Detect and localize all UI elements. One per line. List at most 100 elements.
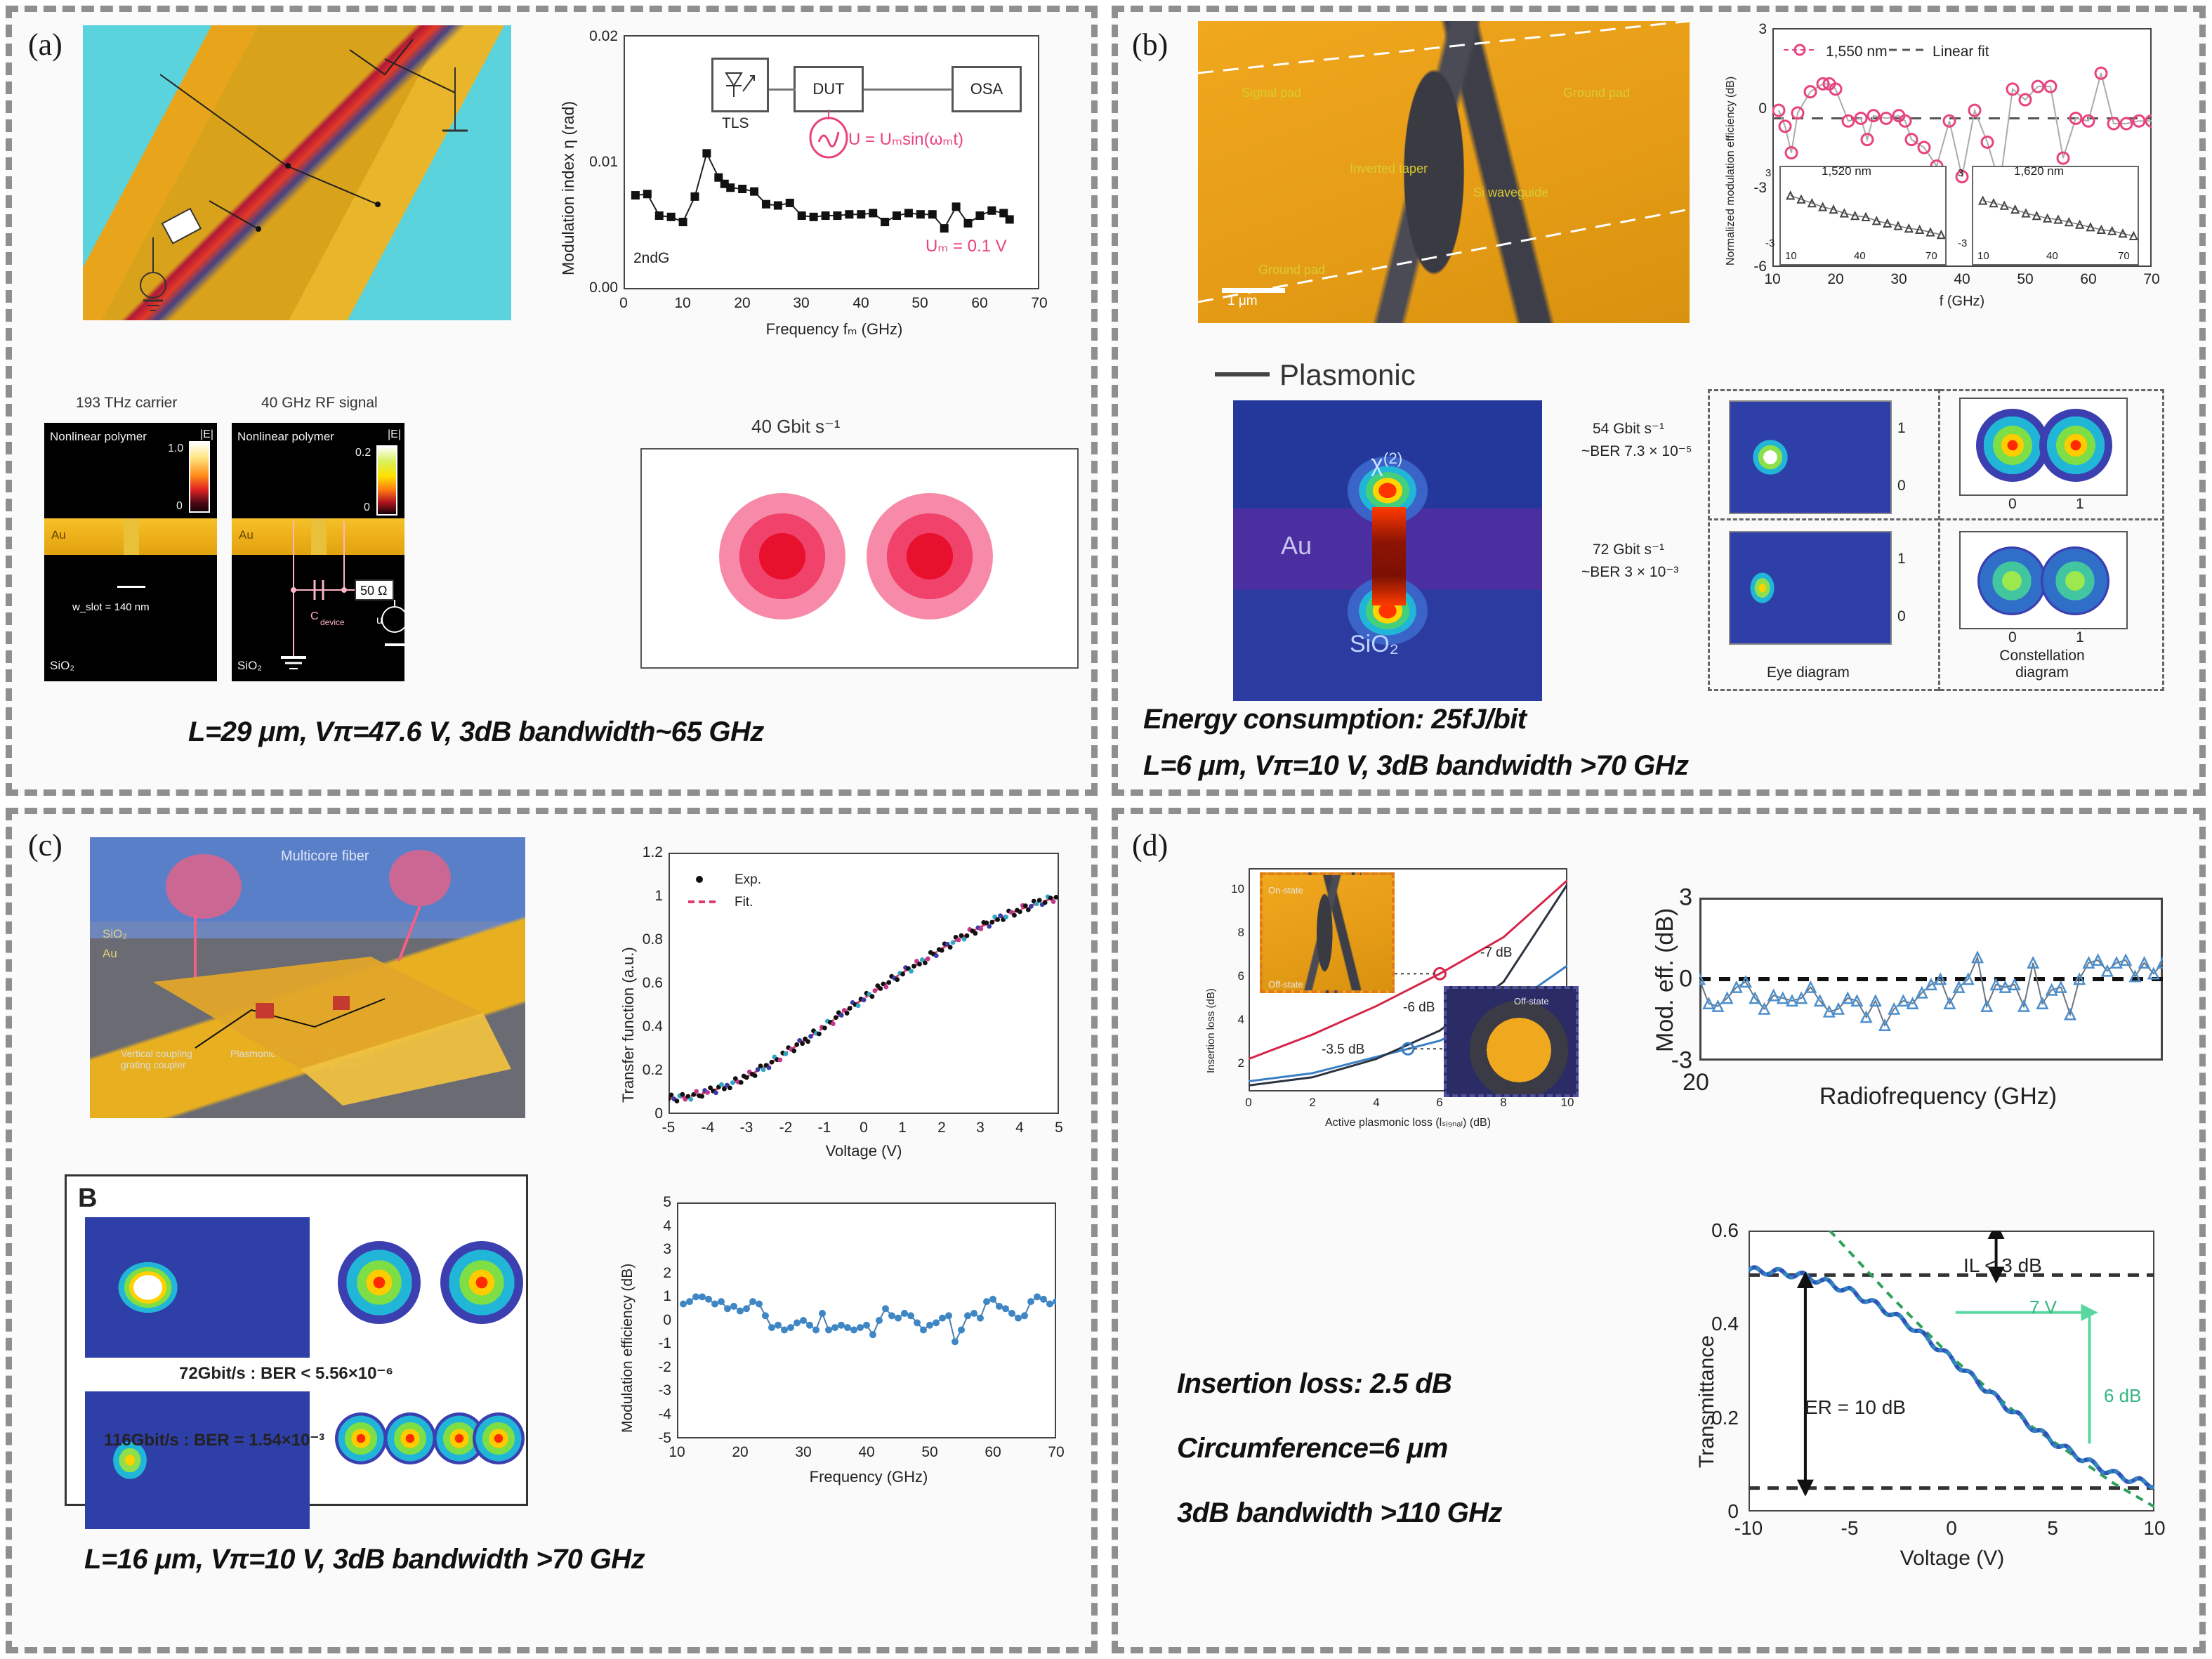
- panel-b-sem-label-2: Ground pad: [1258, 263, 1326, 277]
- panel-a-mode1-gap-label: w_slot = 140 nm: [72, 601, 150, 613]
- panel-b-const0-blob-1: [2039, 409, 2112, 482]
- svg-text:u: u: [376, 615, 383, 627]
- panel-d-dy-2: 3: [1679, 884, 1692, 911]
- panel-a-setup-wire-1: [769, 88, 796, 91]
- panel-c-modeff-chart: Modulation efficiency (dB) 5 4 3 2 1 0 -…: [604, 1194, 1088, 1503]
- panel-b-inset-1520-xtick-1: 40: [1854, 250, 1866, 262]
- panel-b-row1-ber: ~BER 3 × 10⁻³: [1581, 564, 1679, 580]
- panel-b-ytick-2: 0: [1758, 100, 1767, 117]
- panel-b-ytick-3: 3: [1758, 21, 1767, 37]
- panel-b-inset-1520-xtick-2: 70: [1925, 250, 1937, 262]
- panel-c-transfer-chart: Transfer function (a.u.) 1.2 1 0.8 0.6 0…: [604, 843, 1088, 1166]
- panel-a-mode2-cbar-max: 0.2: [355, 447, 371, 459]
- panel-d-tx3: 5: [2047, 1517, 2058, 1539]
- panel-c-const1-blob-1: [384, 1412, 436, 1464]
- panel-d-caption-line3: 3dB bandwidth >110 GHz: [1177, 1497, 1502, 1528]
- panel-d-dx-0: 20: [1683, 1069, 1709, 1096]
- panel-b-const0-sym-0: 0: [2008, 496, 2017, 512]
- panel-a-ytick-2: 0.00: [589, 280, 618, 296]
- panel-a-mode1-cbar-max: 1.0: [168, 442, 184, 454]
- panel-b-diagrams-group: [1708, 389, 2164, 691]
- panel-d-loss-xlabel: Active plasmonic loss (lₛᵢ₉ₙₐₗ) (dB): [1324, 1117, 1492, 1129]
- panel-b-inset-1620-label: 1,620 nm: [2014, 164, 2064, 178]
- panel-c-my-0: -5: [658, 1430, 671, 1446]
- panel-b-inset-1620-series: [1978, 195, 2138, 240]
- panel-d-loss-ann-1: -6 dB: [1403, 1000, 1435, 1015]
- panel-b-inset-1620-xtick-2: 70: [2118, 250, 2130, 262]
- panel-c-my-6: 1: [663, 1288, 671, 1304]
- panel-c-const0-blob-0: [338, 1241, 421, 1324]
- panel-b-inset-1620: 1,620 nm 10 40 70 3 -3: [1958, 164, 2139, 265]
- panel-a-mode1-gap-arrow: [117, 586, 145, 588]
- panel-b-xtick-3: 40: [1954, 271, 1970, 287]
- panel-b-xlabel: f (GHz): [1939, 294, 1985, 309]
- panel-b-chi2-label: χ(2): [1371, 450, 1402, 478]
- panel-a-xtick-3: 30: [793, 295, 810, 311]
- panel-a-mode1-cbar-min: 0: [176, 500, 183, 512]
- panel-d-lx-3: 6: [1436, 1096, 1443, 1109]
- panel-c-my-1: -4: [658, 1406, 671, 1422]
- panel-b-const1-blob-1: [2041, 546, 2109, 615]
- panel-b-inset-1620-xtick-1: 40: [2046, 250, 2058, 262]
- panel-a-mode2-cbar-label: |E|: [388, 428, 401, 440]
- panel-d-ly-0: 2: [1237, 1056, 1244, 1070]
- panel-b-caption-line2: L=6 μm, Vπ=10 V, 3dB bandwidth >70 GHz: [1143, 750, 1689, 781]
- panel-c-eye-row1-caption: 72Gbit/s : BER < 5.56×10⁻⁶: [179, 1364, 394, 1383]
- panel-d-dy-1: 0: [1679, 965, 1692, 992]
- panel-a-device-schematic: [83, 25, 511, 320]
- panel-d-lx-0: 0: [1245, 1096, 1252, 1109]
- panel-d-ly-3: 8: [1237, 926, 1244, 939]
- panel-d-inset-label-1: Off-state: [1514, 996, 1549, 1006]
- panel-d-loss-ann-0: -7 dB: [1480, 945, 1513, 960]
- panel-a-xtick-2: 20: [734, 295, 751, 311]
- panel-a-mode2-bottom-label: SiO₂: [237, 659, 262, 672]
- panel-d-modeff-xlabel: Radiofrequency (GHz): [1819, 1083, 2058, 1110]
- panel-b-const1-sym-0: 0: [2008, 629, 2017, 645]
- panel-d-trans-ann-7v: 7 V: [2029, 1297, 2058, 1318]
- panel-a-xtick-1: 10: [674, 295, 691, 311]
- panel-b-plasmonic-legend-line: [1215, 372, 1270, 376]
- panel-a-mode2-circuit: 50 Ω C device u: [281, 521, 404, 669]
- panel-c-tx-10: 5: [1055, 1120, 1063, 1136]
- panel-b-inset-1520-xtick-0: 10: [1785, 250, 1797, 262]
- panel-d-dy-0: -3: [1671, 1047, 1692, 1074]
- panel-d-ty1: 0.2: [1711, 1407, 1739, 1429]
- panel-c-my-7: 2: [663, 1265, 671, 1281]
- panel-d-loss-ylabel: Insertion loss (dB): [1205, 988, 1217, 1073]
- panel-d-caption-line1: Insertion loss: 2.5 dB: [1177, 1368, 1452, 1399]
- panel-b-constellation-1: [1959, 531, 2128, 629]
- panel-c-schematic-overlay: [153, 850, 511, 1106]
- panel-c-ty-0: 0: [654, 1106, 663, 1122]
- panel-a-mode1-bottom-label: SiO₂: [50, 659, 74, 672]
- panel-d-trans-axes: [1749, 1231, 2154, 1512]
- panel-d-tx2: 0: [1946, 1517, 1957, 1539]
- panel-a-rf-source-icon: [809, 110, 848, 159]
- panel-c-tx-4: -1: [817, 1120, 831, 1136]
- panel-a-mode2-metal-label: Au: [239, 528, 254, 542]
- panel-d-transmittance-chart: Transmittance 0.6 0.4 0.2 0 -10 -5 0 5 1…: [1671, 1219, 2191, 1615]
- panel-d-label: (d): [1132, 828, 1168, 863]
- panel-d-trans-series: [1749, 1231, 2154, 1509]
- panel-d-trans-ann-6db: 6 dB: [2104, 1385, 2142, 1406]
- panel-c-tx-0: -5: [661, 1120, 676, 1136]
- panel-a-mode2-title: 40 GHz RF signal: [261, 395, 378, 411]
- panel-c-tx-2: -3: [739, 1120, 753, 1136]
- panel-a-chart: Modulation index η (rad) 0.02 0.01 0.00 …: [541, 25, 1060, 362]
- panel-b-au-label: Au: [1281, 531, 1312, 560]
- panel-c-ty-1: 0.2: [642, 1062, 663, 1078]
- panel-b-plasmonic-legend-label: Plasmonic: [1279, 358, 1416, 391]
- panel-c-mx-1: 20: [732, 1444, 749, 1460]
- chi-symbol: χ: [1371, 450, 1383, 478]
- panel-a-xtick-4: 40: [852, 295, 869, 311]
- laser-icon: [725, 72, 755, 97]
- panel-b-plasmonic-slot: [1372, 507, 1406, 605]
- panel-c-my-9: 4: [663, 1218, 671, 1234]
- panel-d-lx-2: 4: [1373, 1096, 1380, 1109]
- panel-c-tx-9: 4: [1015, 1120, 1024, 1136]
- panel-c-ty-4: 0.8: [642, 931, 663, 947]
- panel-b-const0-sym-1: 1: [2076, 496, 2084, 512]
- svg-text:C: C: [310, 610, 319, 622]
- panel-b-xtick-0: 10: [1764, 271, 1781, 287]
- panel-c-tx-5: 0: [860, 1120, 868, 1136]
- panel-d-ty3: 0.6: [1711, 1219, 1739, 1241]
